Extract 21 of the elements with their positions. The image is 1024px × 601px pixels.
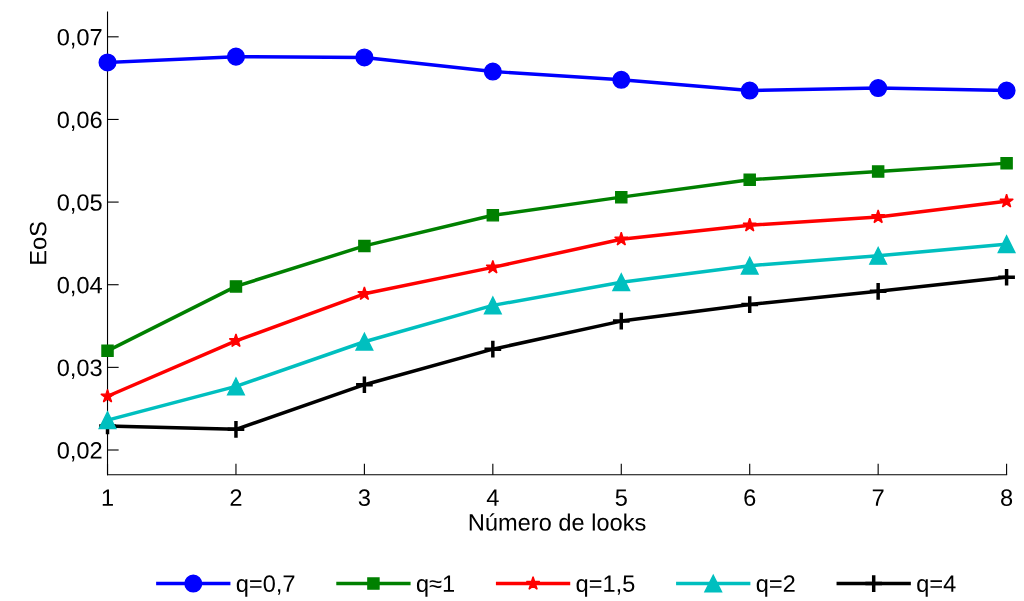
y-tick-label: 0,07: [57, 28, 102, 49]
legend-label: q=2: [756, 575, 795, 597]
legend-label: q=4: [917, 575, 956, 597]
legend-label: q=0,7: [236, 575, 295, 597]
x-tick-label: 7: [872, 489, 884, 506]
x-tick-label: 4: [486, 489, 499, 506]
x-tick-label: 2: [230, 489, 242, 506]
x-tick-label: 3: [358, 489, 370, 507]
y-axis-title: EoS: [29, 222, 47, 264]
x-tick-label: 1: [102, 489, 113, 506]
x-axis-title: Número de looks: [469, 513, 646, 531]
x-tick-label: 8: [1001, 489, 1013, 507]
legend-label: q≈1: [416, 575, 455, 597]
legend-label: q=1,5: [576, 575, 635, 597]
x-tick-label: 6: [744, 489, 756, 507]
y-tick-label: 0,04: [57, 276, 102, 297]
y-tick-label: 0,05: [57, 194, 102, 214]
x-tick-label: 5: [615, 489, 627, 507]
y-tick-label: 0,02: [57, 442, 102, 462]
y-tick-label: 0,06: [57, 111, 102, 132]
y-tick-label: 0,03: [57, 359, 102, 379]
